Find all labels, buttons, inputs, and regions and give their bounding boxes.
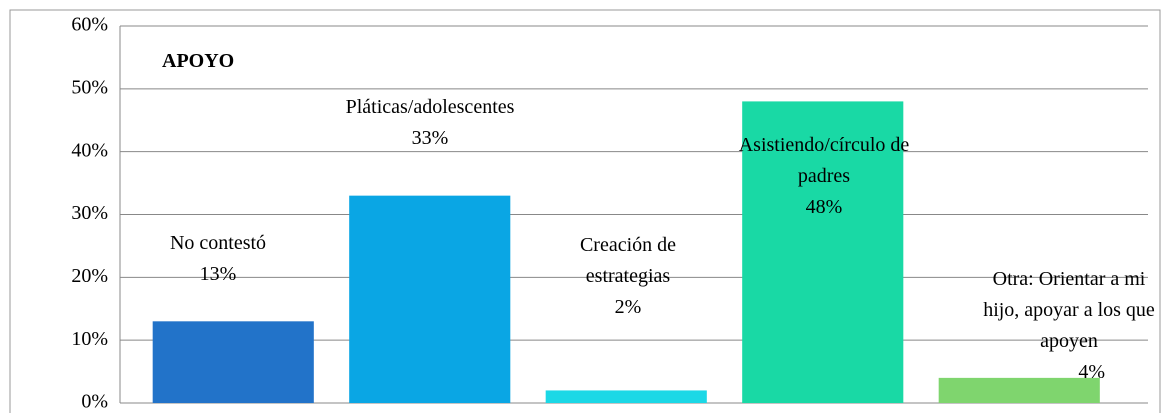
- y-tick-label: 50%: [71, 76, 108, 98]
- category-label: Pláticas/adolescentes: [345, 96, 515, 118]
- value-label: 4%: [1078, 361, 1105, 383]
- y-tick-label: 60%: [71, 14, 108, 36]
- bar: [152, 321, 314, 403]
- category-label: Creación de estrategias: [579, 234, 677, 287]
- y-tick-label: 30%: [71, 202, 108, 224]
- y-tick-label: 20%: [71, 265, 108, 287]
- bar: [545, 390, 707, 403]
- bar: [349, 195, 511, 403]
- category-label: Otra: Orientar a mi hijo, apoyar a los q…: [983, 268, 1155, 352]
- y-tick-label: 10%: [71, 328, 108, 350]
- value-label: 33%: [411, 127, 449, 149]
- data-label: No contestó 13%: [133, 228, 303, 290]
- value-label: 13%: [199, 263, 237, 285]
- category-label: Asistiendo/círculo de padres: [738, 134, 910, 187]
- chart-title: APOYO: [162, 50, 235, 72]
- data-label: Pláticas/adolescentes 33%: [335, 92, 525, 154]
- bar: [938, 377, 1100, 403]
- chart-border: [9, 9, 1161, 413]
- data-label: Otra: Orientar a mi hijo, apoyar a los q…: [973, 264, 1165, 388]
- value-label: 48%: [805, 196, 843, 218]
- data-label: Asistiendo/círculo de padres 48%: [717, 130, 932, 223]
- y-tick-label: 0%: [81, 391, 108, 413]
- bar: [742, 101, 904, 404]
- data-label: Creación de estrategias 2%: [553, 230, 703, 323]
- value-label: 2%: [614, 296, 642, 318]
- category-label: No contestó: [169, 232, 267, 254]
- y-tick-label: 40%: [71, 139, 108, 161]
